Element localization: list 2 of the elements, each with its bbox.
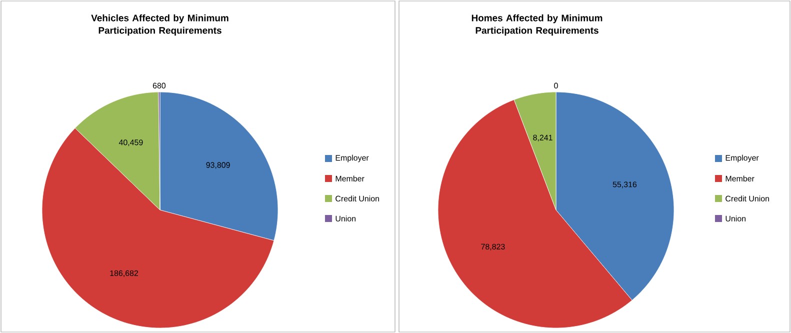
chart-title: Homes Affected by Minimum Participation Requirements [472,14,602,36]
chart-title: Vehicles Affected by Minimum Participation Requirements [91,14,228,36]
